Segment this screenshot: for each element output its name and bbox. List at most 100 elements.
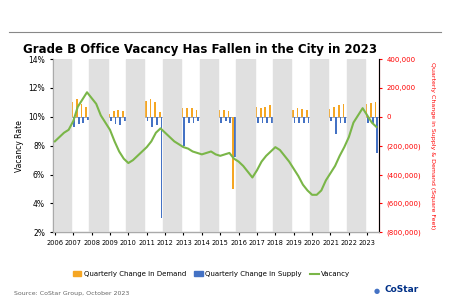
Bar xyxy=(333,107,335,117)
Bar xyxy=(145,101,147,117)
Bar xyxy=(115,117,116,124)
Bar xyxy=(237,110,239,117)
Bar xyxy=(174,117,176,123)
Bar xyxy=(329,109,330,117)
Bar xyxy=(156,117,158,125)
Bar xyxy=(59,117,61,128)
Bar xyxy=(372,117,374,123)
Bar xyxy=(288,108,289,117)
Bar xyxy=(177,110,179,117)
Bar xyxy=(92,117,93,124)
Y-axis label: Vacancy Rate: Vacancy Rate xyxy=(15,120,24,172)
Bar xyxy=(154,102,156,117)
Bar xyxy=(211,117,213,123)
Bar xyxy=(265,107,266,117)
Bar xyxy=(326,117,328,121)
Bar xyxy=(163,108,165,117)
Vacancy xyxy=(61,131,67,134)
Line: Vacancy: Vacancy xyxy=(55,92,377,195)
Bar xyxy=(163,59,181,233)
Bar xyxy=(363,117,365,123)
Bar xyxy=(94,110,96,117)
Bar xyxy=(358,117,360,123)
Bar xyxy=(344,117,346,123)
Bar xyxy=(301,109,303,117)
Text: ●: ● xyxy=(374,288,380,294)
Bar xyxy=(186,108,188,117)
Text: CoStar: CoStar xyxy=(384,285,419,294)
Bar xyxy=(193,117,194,123)
Bar xyxy=(69,117,70,123)
Bar xyxy=(90,108,92,117)
Bar xyxy=(89,59,108,233)
Bar xyxy=(55,117,57,121)
Bar xyxy=(274,104,275,117)
Bar xyxy=(257,117,259,123)
Bar xyxy=(335,117,337,134)
Bar xyxy=(85,107,87,117)
Bar xyxy=(317,117,319,121)
Bar xyxy=(53,108,55,117)
Text: Source: CoStar Group, October 2023: Source: CoStar Group, October 2023 xyxy=(14,290,129,296)
Bar xyxy=(124,117,126,121)
Bar xyxy=(220,117,222,123)
Bar xyxy=(99,111,101,117)
Bar xyxy=(278,107,280,117)
Bar xyxy=(64,117,66,120)
Bar xyxy=(266,117,268,123)
Bar xyxy=(76,100,78,117)
Bar xyxy=(248,117,250,123)
Bar xyxy=(252,117,254,148)
Bar xyxy=(349,117,351,123)
Bar xyxy=(242,108,243,117)
Vacancy xyxy=(364,114,370,117)
Y-axis label: Quarterly Change in Supply & Demand (Square Feet): Quarterly Change in Supply & Demand (Squ… xyxy=(430,62,435,229)
Bar xyxy=(225,117,226,121)
Vacancy xyxy=(103,121,108,124)
Bar xyxy=(105,117,107,124)
Bar xyxy=(188,117,190,123)
Vacancy xyxy=(351,121,356,124)
Bar xyxy=(271,117,273,123)
Bar xyxy=(113,111,115,117)
Bar xyxy=(117,110,119,117)
Bar xyxy=(199,59,218,233)
Bar xyxy=(73,117,75,127)
Bar xyxy=(147,117,149,121)
Bar xyxy=(168,107,170,117)
Bar xyxy=(126,59,144,233)
Bar xyxy=(165,117,167,123)
Bar xyxy=(101,117,103,120)
Bar xyxy=(261,117,263,123)
Bar xyxy=(260,108,261,117)
Text: Grade B Office Vacancy Has Fallen in the City in 2023: Grade B Office Vacancy Has Fallen in the… xyxy=(23,44,377,56)
Bar xyxy=(246,110,248,117)
Vacancy xyxy=(374,125,379,129)
Bar xyxy=(315,108,317,117)
Bar xyxy=(108,114,110,117)
Bar xyxy=(321,117,323,121)
Bar xyxy=(195,110,197,117)
Bar xyxy=(82,117,84,123)
Bar xyxy=(330,117,332,121)
Bar xyxy=(280,117,282,125)
Bar xyxy=(340,117,342,123)
Bar xyxy=(179,117,180,121)
Bar xyxy=(122,111,124,117)
Bar xyxy=(275,117,277,123)
Bar xyxy=(138,117,140,125)
Bar xyxy=(297,108,298,117)
Bar xyxy=(298,117,300,123)
Bar xyxy=(67,110,69,117)
Vacancy xyxy=(52,140,58,143)
Bar xyxy=(289,117,291,123)
Bar xyxy=(361,117,363,146)
Bar xyxy=(310,59,328,233)
Bar xyxy=(72,102,73,117)
Vacancy xyxy=(84,91,90,94)
Bar xyxy=(197,117,199,121)
Bar xyxy=(133,117,135,121)
Vacancy xyxy=(213,153,218,156)
Bar xyxy=(110,117,112,121)
Bar xyxy=(234,117,236,157)
